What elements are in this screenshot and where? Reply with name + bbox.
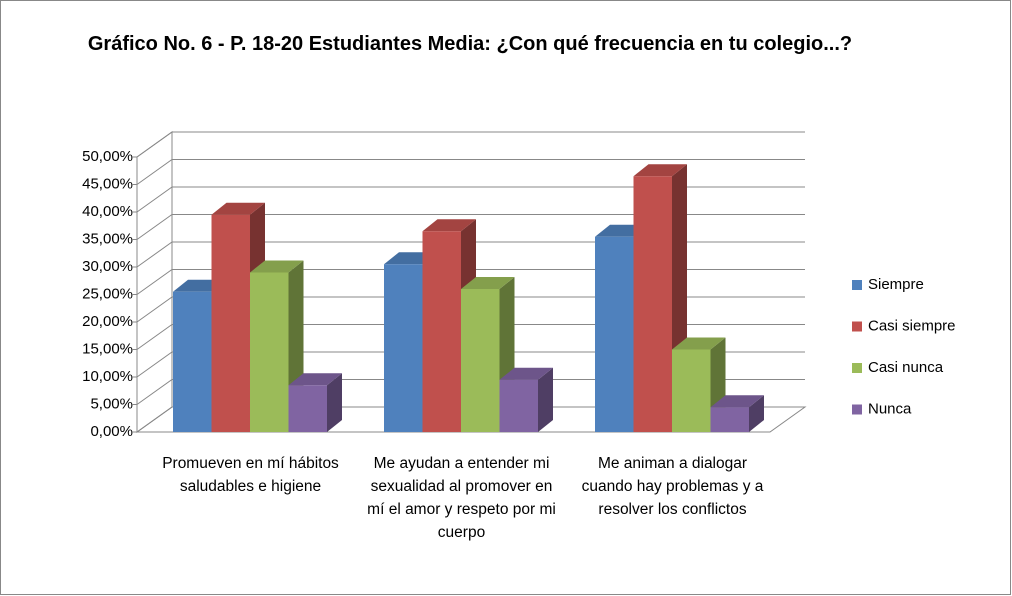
y-tick-label: 45,00% [82,175,133,192]
bar-top [633,164,687,177]
y-tick-label: 10,00% [82,368,133,385]
bar [173,291,212,432]
bar [499,379,538,432]
legend-label: Casi siempre [868,317,956,334]
legend-swatch [852,404,862,415]
bar-top [499,367,553,380]
bar-top [461,277,515,289]
y-tick-label: 50,00% [82,148,133,165]
x-tick-label: Me ayudan a entender mi sexualidad al pr… [367,455,556,541]
bar [633,176,672,432]
y-tick-label: 40,00% [82,203,133,220]
legend-label: Nunca [868,400,912,417]
grid-line [136,269,805,295]
grid-line [136,406,805,433]
grid-line [136,159,805,185]
bar [250,272,289,432]
bar-top [250,260,304,273]
grid-line [136,131,805,158]
grid-line [136,324,805,350]
bar-side [538,367,553,432]
legend-label: Siempre [868,276,924,293]
bar [710,407,749,432]
legend-swatch [852,280,862,290]
bar-side [327,373,342,432]
bar [672,349,711,432]
y-tick-label: 5,00% [90,395,133,412]
grid-line [136,214,805,240]
y-tick-label: 0,00% [90,423,133,440]
bar-side [749,395,764,432]
y-tick-label: 15,00% [82,340,133,357]
chart-title: Gráfico No. 6 - P. 18-20 Estudiantes Med… [87,33,853,55]
grid-line [136,379,805,405]
bar [422,231,461,432]
grid-line [136,186,805,213]
bar [384,264,423,432]
bar [288,385,327,432]
bar-top [672,337,726,350]
x-tick-label: Promueven en mí hábitos saludables e hig… [162,455,339,495]
legend-swatch [852,363,862,373]
y-tick-label: 30,00% [82,258,133,275]
grid-line [136,296,805,323]
grid-line [136,351,805,378]
bar [211,214,250,432]
legend-label: Casi nunca [868,359,944,376]
legend-swatch [852,321,862,332]
bar [595,236,634,432]
y-tick-label: 35,00% [82,230,133,247]
x-tick-label: Me animan a dialogar cuando hay problema… [581,455,764,518]
grid-line [136,241,805,268]
y-tick-label: 25,00% [82,285,133,302]
bar-top [710,395,764,408]
bar [461,289,500,432]
bar-top [211,202,265,215]
bar-top [288,373,342,386]
y-tick-label: 20,00% [82,313,133,330]
bar-top [422,219,476,232]
